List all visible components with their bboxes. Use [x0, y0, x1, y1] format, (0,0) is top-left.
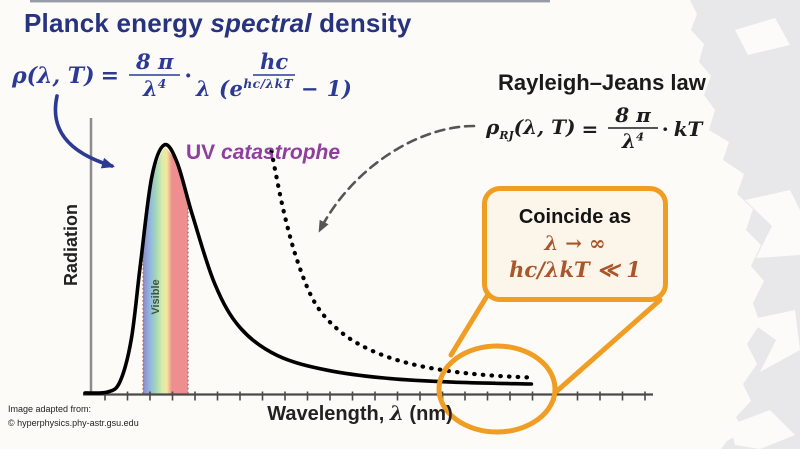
rayleigh-jeans-heading: Rayleigh–Jeans law: [498, 70, 706, 95]
callout-line-2: λ → ∞: [544, 231, 606, 255]
uv-label-italic: catastrophe: [221, 141, 341, 164]
coincide-highlight: [436, 293, 663, 435]
rayleigh-jeans-curve: [269, 149, 534, 380]
planck-curve: [83, 142, 534, 395]
fraction-numerator: 8 π: [129, 50, 181, 77]
dot-operator: ·: [184, 62, 192, 89]
blue-pointer-arrow: [53, 94, 115, 169]
rj-fraction: 8 π λ4: [608, 104, 658, 153]
fraction-numerator: 8 π: [608, 104, 658, 129]
subscript-rj: RJ: [499, 129, 514, 142]
tail-ellipse: [436, 343, 558, 435]
title-italic: spectral: [210, 8, 312, 38]
callout-line-1: Coincide as: [518, 206, 632, 228]
visible-band-fill: [143, 146, 188, 394]
attribution-line-1: Image adapted from:: [8, 404, 92, 414]
planck-lhs: ρ(λ, T): [12, 62, 95, 89]
dot-operator: ·: [661, 116, 669, 141]
top-edge-strip: [30, 0, 550, 3]
xlabel-pre: Wavelength,: [267, 403, 390, 425]
torn-paper-highlight: [730, 410, 795, 449]
equals-sign: =: [100, 62, 120, 89]
xlabel-post: (nm): [403, 403, 453, 425]
rayleigh-jeans-formula: ρRJ(λ, T) = 8 π λ4 · kT: [486, 104, 702, 153]
fraction-denominator: λ4: [622, 129, 644, 153]
denominator-post: − 1): [293, 76, 353, 102]
exponent-hc-lambda-kt: hc/λkT: [243, 77, 294, 92]
title-post: density: [311, 8, 412, 38]
planck-fraction-2: hc λ (ehc/λkT − 1): [196, 50, 352, 101]
fraction-denominator: λ (ehc/λkT − 1): [196, 76, 352, 101]
attribution-line-2: © hyperphysics.phy-astr.gsu.edu: [8, 417, 139, 428]
uv-label-pre: UV: [186, 141, 222, 164]
exponent-4: 4: [635, 129, 645, 144]
slide-title: Planck energy spectral density: [24, 8, 412, 39]
torn-paper-highlight: [735, 18, 790, 55]
x-axis-ticks: [104, 391, 646, 401]
torn-paper-highlight: [745, 190, 800, 258]
rj-lhs-args: (λ, T): [513, 115, 576, 139]
coincide-callout-box: Coincide as λ → ∞ hc/λkT ≪ 1: [482, 186, 668, 302]
planck-fraction-1: 8 π λ4: [129, 50, 181, 101]
magnifier-leg-right: [554, 297, 663, 394]
torn-paper-highlight: [748, 310, 800, 372]
dashed-pointer-arrow: [318, 124, 476, 233]
visible-band-label: Visible: [150, 279, 162, 315]
rj-rhs: kT: [673, 116, 703, 141]
exponent-4: 4: [157, 77, 167, 92]
y-axis-label: Radiation: [61, 204, 81, 287]
fraction-denominator: λ4: [143, 76, 166, 101]
visible-spectrum-band: [142, 146, 189, 394]
lambda: λ: [621, 129, 636, 153]
title-pre: Planck energy: [24, 8, 211, 38]
uv-catastrophe-label: UV catastrophe: [186, 141, 340, 165]
denominator-pre: λ (e: [195, 76, 244, 102]
xlabel-lambda: λ: [389, 401, 404, 425]
rho: ρ: [486, 115, 500, 139]
lambda: λ: [143, 76, 158, 102]
torn-paper-edge: [690, 0, 800, 449]
equals-sign: =: [581, 116, 599, 141]
planck-formula: ρ(λ, T) = 8 π λ4 · hc λ (ehc/λkT − 1): [12, 50, 356, 101]
rj-lhs: ρRJ(λ, T): [486, 115, 575, 142]
image-attribution: Image adapted from: © hyperphysics.phy-a…: [8, 403, 198, 430]
x-axis-label: Wavelength, λ (nm): [250, 401, 470, 426]
callout-line-3: hc/λkT ≪ 1: [509, 257, 641, 282]
plot-curves: [83, 142, 534, 395]
fraction-numerator: hc: [253, 50, 296, 77]
magnifier-leg-left: [448, 293, 490, 358]
